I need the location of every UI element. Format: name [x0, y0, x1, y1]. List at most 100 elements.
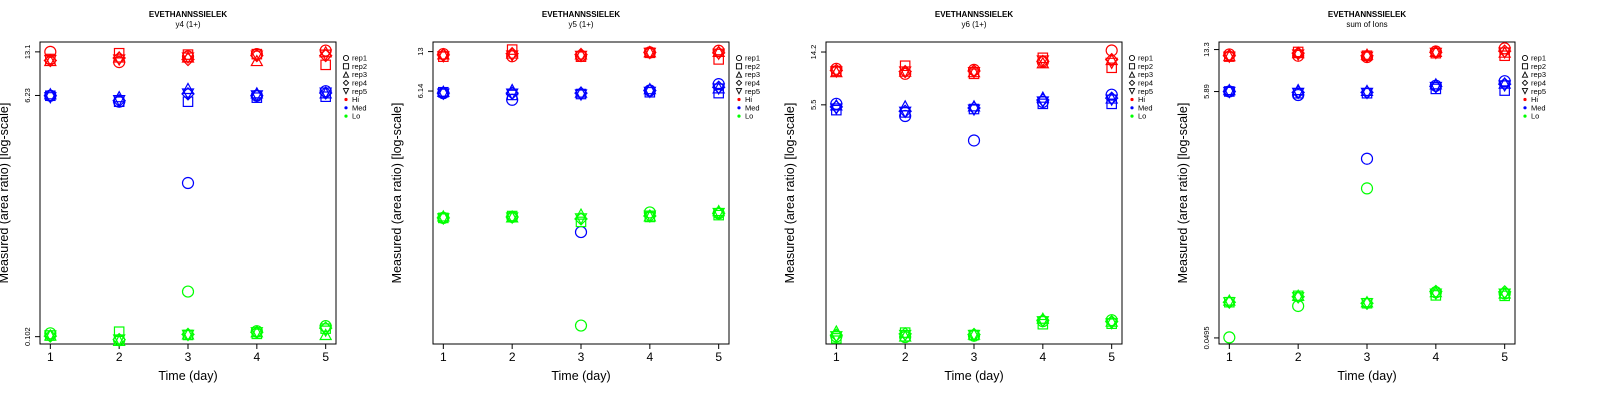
- legend-label: rep4: [352, 79, 367, 88]
- data-point-lo-rep5: [967, 329, 981, 342]
- x-tick-label: 3: [185, 350, 192, 364]
- x-tick-label: 5: [1108, 350, 1115, 364]
- x-tick-label: 5: [322, 350, 329, 364]
- data-point-hi-rep5: [1222, 51, 1236, 64]
- data-point-med-rep2: [182, 96, 194, 108]
- plot-frame: [825, 41, 1123, 345]
- data-point-lo-rep1: [1360, 182, 1374, 195]
- data-point-hi-rep3: [505, 46, 519, 59]
- y-tick-label: 5.5: [809, 100, 818, 110]
- legend-diamond-symbol: [1521, 79, 1529, 87]
- data-point-lo-rep5: [505, 212, 519, 225]
- data-point-med-rep3: [1105, 91, 1119, 104]
- x-tick-label: 5: [715, 350, 722, 364]
- data-point-lo-rep1: [574, 319, 588, 332]
- legend-label: rep3: [1531, 70, 1546, 79]
- data-point-lo-rep5: [829, 331, 843, 343]
- data-point-hi-rep3: [1105, 53, 1119, 66]
- legend-label: Med: [352, 103, 367, 112]
- x-tick-label: 4: [646, 350, 653, 364]
- data-point-lo-rep5: [250, 327, 264, 339]
- data-point-med-rep5: [1429, 81, 1443, 94]
- data-point-med-rep2: [45, 90, 56, 102]
- data-point-hi-rep3: [574, 47, 588, 60]
- data-point-lo-rep3: [1360, 295, 1374, 308]
- data-point-med-rep5: [112, 95, 126, 107]
- data-point-lo-rep5: [712, 207, 726, 220]
- data-point-lo-rep5: [436, 213, 450, 226]
- data-point-lo-rep5: [181, 329, 195, 342]
- data-point-hi-rep5: [1036, 55, 1050, 68]
- legend-label: rep5: [745, 87, 760, 96]
- data-point-hi-rep5: [181, 52, 195, 65]
- data-point-lo-rep5: [574, 213, 588, 226]
- legend-circle-symbol: [735, 54, 743, 62]
- legend-label: Hi: [352, 95, 359, 104]
- chart-title: EVETHANNSSIELEK: [149, 10, 227, 19]
- data-point-med-rep1: [574, 225, 588, 239]
- data-point-med-rep5: [967, 104, 981, 117]
- legend-triangle-up-symbol: [1521, 70, 1529, 78]
- y-tick-label: 6.23: [23, 88, 32, 103]
- x-tick-label: 1: [833, 350, 840, 364]
- legend-label: Hi: [1138, 95, 1145, 104]
- legend-triangle-down-symbol: [342, 88, 350, 95]
- legend-diamond-symbol: [1128, 79, 1136, 87]
- legend-label: Lo: [1138, 112, 1146, 121]
- data-point-hi-rep2: [113, 47, 125, 59]
- data-point-med-rep5: [829, 103, 843, 116]
- x-tick-label: 4: [253, 350, 260, 364]
- data-point-hi-rep5: [829, 66, 843, 79]
- data-point-hi-rep3: [643, 45, 657, 58]
- data-point-med-rep5: [43, 92, 57, 104]
- legend-square-symbol: [1128, 63, 1136, 70]
- legend-label: Med: [1531, 103, 1546, 112]
- x-axis-label: Time (day): [1337, 369, 1396, 383]
- y-tick-label: 0.0495: [1202, 326, 1211, 349]
- data-point-lo-rep5: [1429, 288, 1443, 301]
- data-point-lo-rep5: [1222, 297, 1236, 309]
- data-point-med-rep1: [967, 134, 981, 147]
- legend-label: rep3: [1138, 70, 1153, 79]
- data-point-med-rep5: [436, 88, 450, 101]
- data-point-hi-rep2: [506, 44, 518, 55]
- data-point-lo-rep1: [181, 285, 195, 298]
- data-point-hi-rep5: [505, 50, 519, 63]
- x-tick-label: 2: [509, 350, 516, 364]
- data-point-lo-rep2: [575, 216, 587, 228]
- legend-label: rep4: [1138, 79, 1153, 88]
- legend-label: rep2: [352, 62, 367, 71]
- y-tick-label: 5.89: [1202, 84, 1211, 99]
- x-tick-label: 5: [1501, 350, 1508, 364]
- data-point-hi-rep2: [899, 60, 911, 72]
- data-point-med-rep5: [574, 89, 588, 102]
- legend-triangle-down-symbol: [735, 88, 743, 95]
- data-point-hi-rep3: [1360, 48, 1374, 60]
- legend-color-dot: [737, 97, 741, 102]
- legend-diamond-symbol: [735, 79, 743, 87]
- data-point-lo-rep1: [643, 206, 656, 219]
- data-point-hi-rep5: [574, 50, 588, 63]
- data-point-hi-rep4: [181, 52, 195, 67]
- data-point-med-rep5: [712, 83, 726, 96]
- x-tick-label: 4: [1039, 350, 1046, 364]
- x-tick-label: 2: [902, 350, 909, 364]
- data-point-hi-rep3: [1291, 46, 1305, 59]
- data-point-med-rep3: [643, 82, 657, 95]
- data-point-med-rep5: [898, 106, 912, 119]
- data-point-lo-rep5: [1291, 292, 1305, 305]
- legend-label: rep1: [1138, 54, 1153, 63]
- data-point-med-rep1: [319, 85, 332, 98]
- data-point-med-rep3: [1498, 76, 1512, 89]
- data-point-hi-rep5: [643, 47, 657, 60]
- legend-color-dot: [1523, 97, 1527, 102]
- data-point-med-rep1: [181, 176, 195, 190]
- legend-label: rep1: [745, 54, 760, 63]
- data-point-hi-rep2: [1106, 62, 1117, 74]
- data-point-hi-rep4: [1104, 52, 1119, 67]
- legend-label: rep2: [1138, 62, 1153, 71]
- data-point-hi-rep5: [1429, 47, 1443, 60]
- y-axis-label: Measured (area ratio) [log-scale]: [1176, 103, 1190, 284]
